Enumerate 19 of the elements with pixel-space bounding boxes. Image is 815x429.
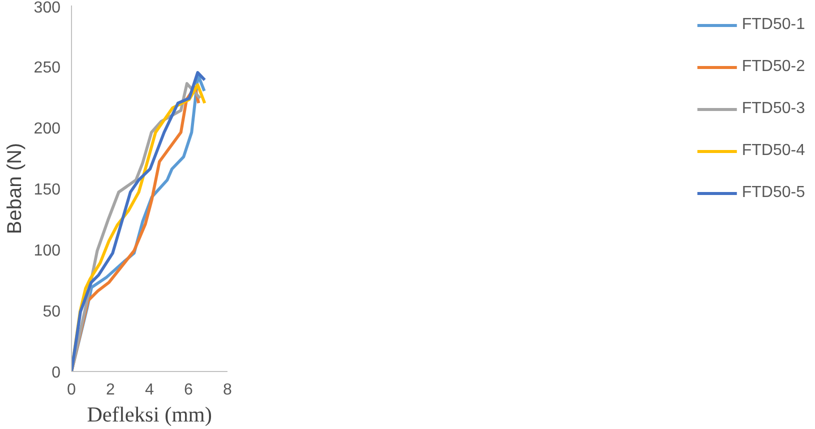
legend-label: FTD50-1	[742, 16, 805, 34]
y-tick-label: 200	[34, 120, 61, 138]
legend-label: FTD50-2	[742, 58, 805, 76]
legend-label: FTD50-5	[742, 184, 805, 202]
y-axis-title: Beban (N)	[4, 142, 26, 234]
y-tick-label: 300	[34, 0, 61, 16]
legend-label: FTD50-4	[742, 142, 805, 160]
y-tick-label: 250	[34, 60, 61, 76]
x-tick-label: 0	[67, 382, 76, 398]
x-axis-title: Defleksi (mm)	[87, 402, 212, 426]
y-tick-label: 50	[42, 304, 61, 320]
x-tick-label: 4	[145, 382, 154, 398]
legend-label: FTD50-3	[742, 100, 805, 118]
y-tick-label: 0	[52, 364, 61, 382]
x-tick-label: 6	[184, 382, 194, 398]
y-tick-label: 100	[34, 242, 61, 260]
y-tick-label: 150	[34, 182, 61, 198]
x-tick-label: 2	[106, 382, 116, 398]
x-tick-label: 8	[223, 382, 232, 398]
